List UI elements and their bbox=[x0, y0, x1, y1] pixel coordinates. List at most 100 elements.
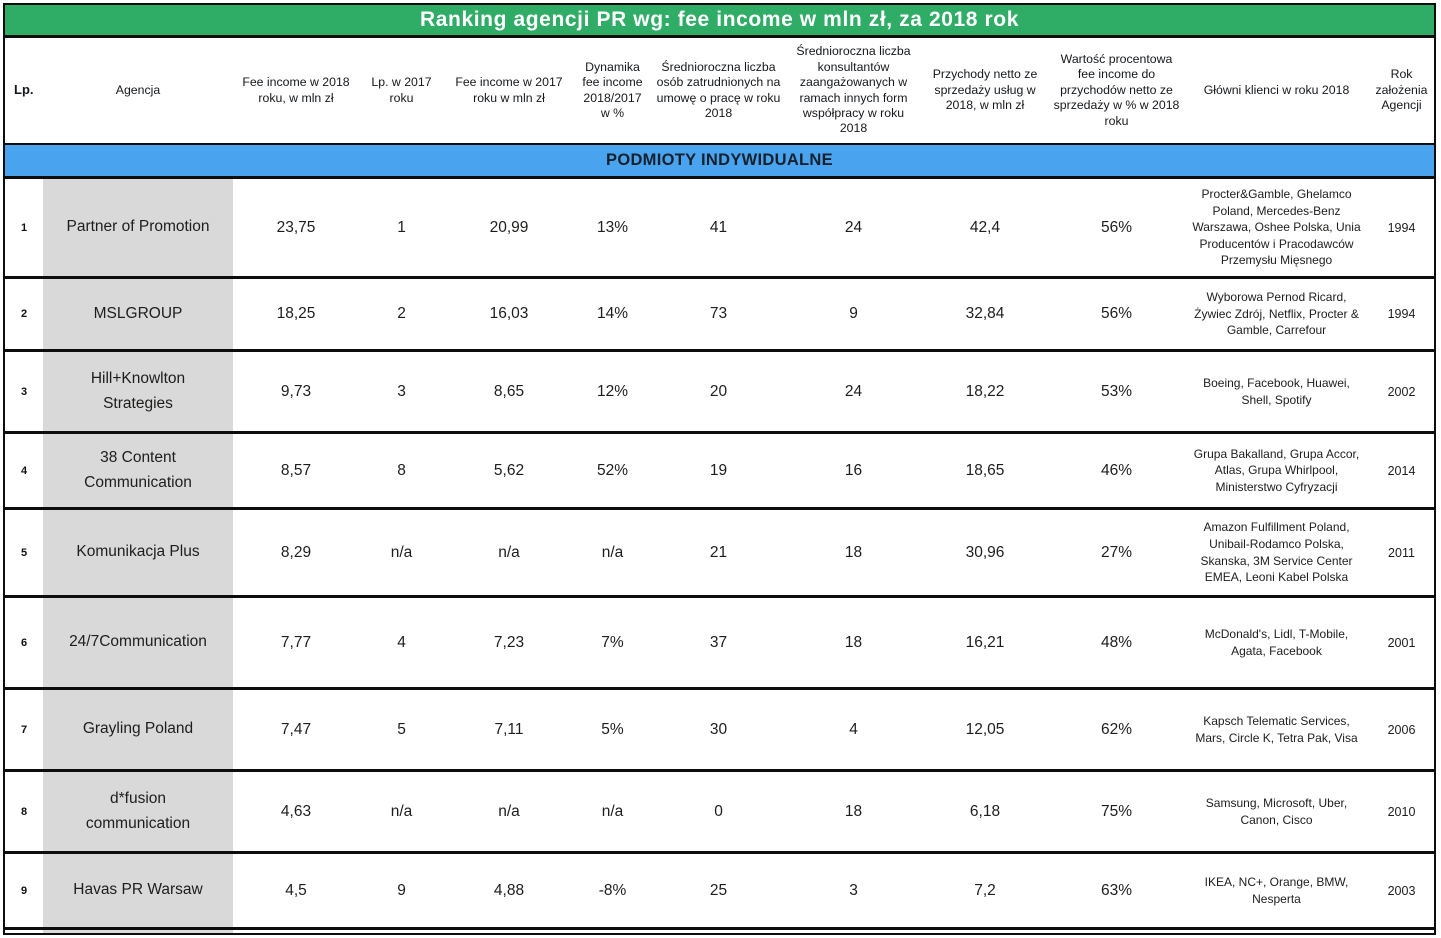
consultants-count: 9 bbox=[849, 305, 858, 322]
table-row: 4 38 Content Communication 8,57 8 5,62 5… bbox=[5, 434, 1434, 510]
col-header-lp: Lp. bbox=[14, 82, 34, 98]
founding-year: 2006 bbox=[1387, 722, 1416, 737]
row-number: 6 bbox=[20, 636, 28, 649]
agency-name bbox=[43, 930, 233, 933]
main-clients: Kapsch Telematic Services, Mars, Circle … bbox=[1195, 713, 1358, 745]
table-row: 7 Grayling Poland 7,47 5 7,11 5% 30 4 12… bbox=[5, 690, 1434, 772]
fee-income-2017: 8,65 bbox=[493, 382, 525, 400]
col-header-fee-dynamics: Dynamika fee income 2018/2017 w % bbox=[582, 59, 643, 120]
col-header-fee-income-2018: Fee income w 2018 roku, w mln zł bbox=[242, 75, 350, 105]
employees-count: 25 bbox=[709, 881, 728, 899]
founding-year: 2011 bbox=[1388, 545, 1415, 560]
net-revenue: 42,4 bbox=[969, 218, 1001, 236]
table-row: 1 Partner of Promotion 23,75 1 20,99 13%… bbox=[5, 179, 1434, 279]
founding-year: 2002 bbox=[1387, 384, 1416, 399]
main-clients: IKEA, NC+, Orange, BMW, Nesperta bbox=[1204, 874, 1349, 906]
fee-dynamics: 5% bbox=[601, 720, 624, 738]
row-number: 2 bbox=[20, 308, 28, 320]
net-revenue: 6,18 bbox=[969, 802, 1001, 820]
rank-2017: 8 bbox=[397, 461, 406, 479]
consultants-count: 4 bbox=[849, 720, 858, 738]
rank-2017: 1 bbox=[397, 218, 406, 236]
row-number: 7 bbox=[20, 723, 28, 736]
consultants-count: 16 bbox=[844, 461, 863, 479]
agency-name: d*fusion communication bbox=[43, 772, 233, 851]
fee-to-revenue-pct: 63% bbox=[1100, 881, 1133, 899]
fee-income-2018: 8,29 bbox=[280, 543, 312, 561]
fee-dynamics: 52% bbox=[596, 461, 629, 479]
agency-name: 38 Content Communication bbox=[43, 434, 233, 507]
fee-dynamics: 7% bbox=[601, 633, 624, 651]
employees-count: 21 bbox=[709, 543, 728, 561]
table-row: 2 MSLGROUP 18,25 2 16,03 14% 73 9 32,84 … bbox=[5, 279, 1434, 352]
fee-to-revenue-pct: 27% bbox=[1100, 543, 1133, 561]
section-header-individual-entities: PODMIOTY INDYWIDUALNE bbox=[5, 145, 1434, 179]
col-header-fee-income-2017: Fee income w 2017 roku w mln zł bbox=[455, 75, 563, 105]
table-header-row: Lp. Agencja Fee income w 2018 roku, w ml… bbox=[5, 38, 1434, 145]
col-header-rank-2017: Lp. w 2017 roku bbox=[371, 75, 432, 105]
fee-dynamics: 14% bbox=[596, 305, 629, 322]
main-clients: Procter&Gamble, Ghelamco Poland, Mercede… bbox=[1192, 187, 1361, 268]
net-revenue: 12,05 bbox=[965, 720, 1005, 738]
fee-income-2018: 18,25 bbox=[276, 305, 316, 322]
table-row: 3 Hill+Knowlton Strategies 9,73 3 8,65 1… bbox=[5, 352, 1434, 434]
row-number bbox=[5, 930, 43, 933]
fee-dynamics: n/a bbox=[601, 802, 624, 820]
table-body: 1 Partner of Promotion 23,75 1 20,99 13%… bbox=[5, 179, 1434, 930]
fee-income-2017: 20,99 bbox=[489, 218, 529, 236]
fee-income-2018: 4,5 bbox=[285, 881, 307, 899]
consultants-count: 3 bbox=[849, 881, 858, 899]
founding-year: 2014 bbox=[1387, 463, 1416, 478]
rank-2017: 3 bbox=[397, 382, 406, 400]
rank-2017: 5 bbox=[397, 720, 406, 738]
fee-income-2017: 7,23 bbox=[493, 633, 525, 651]
net-revenue: 16,21 bbox=[965, 633, 1005, 651]
col-header-fee-to-revenue-pct: Wartość procentowa fee income do przycho… bbox=[1053, 52, 1180, 128]
fee-dynamics: 12% bbox=[596, 382, 629, 400]
employees-count: 41 bbox=[709, 218, 728, 236]
fee-income-2017: 5,62 bbox=[493, 461, 525, 479]
fee-income-2018: 4,63 bbox=[280, 802, 312, 820]
fee-income-2018: 23,75 bbox=[276, 218, 316, 236]
row-number: 4 bbox=[20, 464, 28, 477]
fee-income-2017: n/a bbox=[498, 802, 520, 820]
row-number: 1 bbox=[20, 221, 28, 234]
net-revenue: 30,96 bbox=[965, 543, 1005, 561]
fee-income-2017: 16,03 bbox=[489, 305, 529, 322]
fee-income-2018: 8,57 bbox=[280, 461, 312, 479]
agency-name: Grayling Poland bbox=[43, 690, 233, 769]
rank-2017: 9 bbox=[397, 881, 406, 899]
row-number: 5 bbox=[20, 546, 28, 559]
fee-dynamics: -8% bbox=[598, 881, 627, 899]
fee-to-revenue-pct: 53% bbox=[1100, 382, 1133, 400]
fee-dynamics: n/a bbox=[601, 543, 624, 561]
main-clients: Boeing, Facebook, Huawei, Shell, Spotify bbox=[1203, 375, 1350, 407]
agency-name: 24/7Communication bbox=[43, 598, 233, 687]
rank-2017: n/a bbox=[390, 802, 413, 820]
row-number: 8 bbox=[20, 805, 28, 818]
fee-income-2018: 7,47 bbox=[280, 720, 312, 738]
consultants-count: 24 bbox=[844, 218, 863, 236]
consultants-count: 18 bbox=[844, 802, 863, 820]
founding-year: 2001 bbox=[1387, 635, 1416, 650]
consultants-count: 18 bbox=[844, 543, 863, 561]
agency-name: Komunikacja Plus bbox=[43, 510, 233, 595]
row-number: 9 bbox=[20, 884, 28, 897]
agency-name: Partner of Promotion bbox=[43, 179, 233, 276]
page-title: Ranking agencji PR wg: fee income w mln … bbox=[420, 8, 1019, 31]
net-revenue: 32,84 bbox=[965, 305, 1005, 322]
net-revenue: 7,2 bbox=[974, 881, 996, 899]
fee-income-2017: 7,11 bbox=[494, 720, 524, 738]
fee-to-revenue-pct: 46% bbox=[1100, 461, 1133, 479]
employees-count: 73 bbox=[709, 305, 728, 322]
row-number: 3 bbox=[20, 385, 28, 398]
main-clients: Grupa Bakalland, Grupa Accor, Atlas, Gru… bbox=[1193, 446, 1360, 494]
founding-year: 1994 bbox=[1387, 307, 1416, 321]
col-header-main-clients: Główni klienci w roku 2018 bbox=[1203, 82, 1350, 97]
table-row: 5 Komunikacja Plus 8,29 n/a n/a n/a 21 1… bbox=[5, 510, 1434, 598]
main-clients: McDonald's, Lidl, T-Mobile, Agata, Faceb… bbox=[1204, 626, 1349, 658]
agency-name: Havas PR Warsaw bbox=[43, 854, 233, 927]
founding-year: 2010 bbox=[1387, 804, 1416, 819]
col-header-employees: Średnioroczna liczba osób zatrudnionych … bbox=[656, 59, 781, 120]
agency-name: Hill+Knowlton Strategies bbox=[43, 352, 233, 431]
